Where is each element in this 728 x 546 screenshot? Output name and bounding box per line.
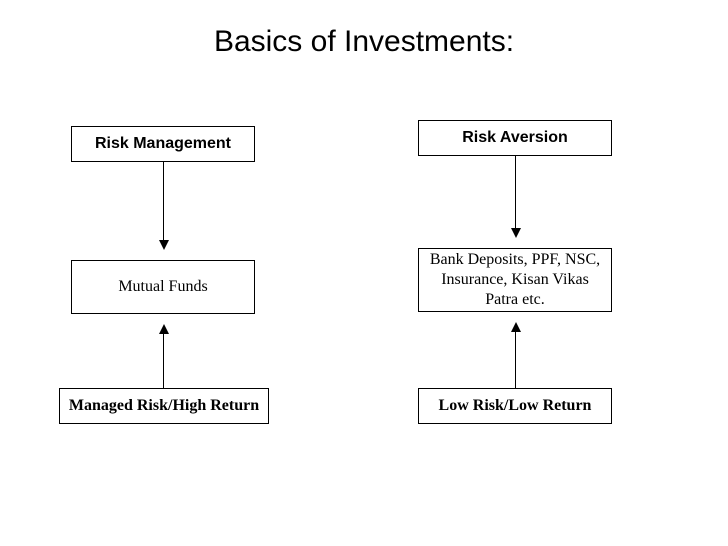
page-title: Basics of Investments: bbox=[0, 25, 728, 59]
arrow-line bbox=[163, 334, 164, 388]
arrow-line bbox=[163, 162, 164, 240]
box-label: Risk Aversion bbox=[462, 128, 568, 148]
arrow-head-icon bbox=[159, 324, 169, 334]
box-low-risk: Low Risk/Low Return bbox=[418, 388, 612, 424]
box-risk-aversion: Risk Aversion bbox=[418, 120, 612, 156]
arrow-line bbox=[515, 156, 516, 228]
box-risk-management: Risk Management bbox=[71, 126, 255, 162]
box-label: Risk Management bbox=[95, 134, 231, 154]
arrow-head-icon bbox=[159, 240, 169, 250]
box-managed-risk: Managed Risk/High Return bbox=[59, 388, 269, 424]
box-bank-deposits: Bank Deposits, PPF, NSC, Insurance, Kisa… bbox=[418, 248, 612, 312]
arrow-line bbox=[515, 332, 516, 388]
arrow-head-icon bbox=[511, 228, 521, 238]
arrow-head-icon bbox=[511, 322, 521, 332]
box-label: Managed Risk/High Return bbox=[69, 396, 259, 416]
box-label: Low Risk/Low Return bbox=[439, 396, 592, 416]
box-label: Mutual Funds bbox=[118, 277, 207, 297]
box-mutual-funds: Mutual Funds bbox=[71, 260, 255, 314]
box-label: Bank Deposits, PPF, NSC, Insurance, Kisa… bbox=[425, 250, 605, 310]
